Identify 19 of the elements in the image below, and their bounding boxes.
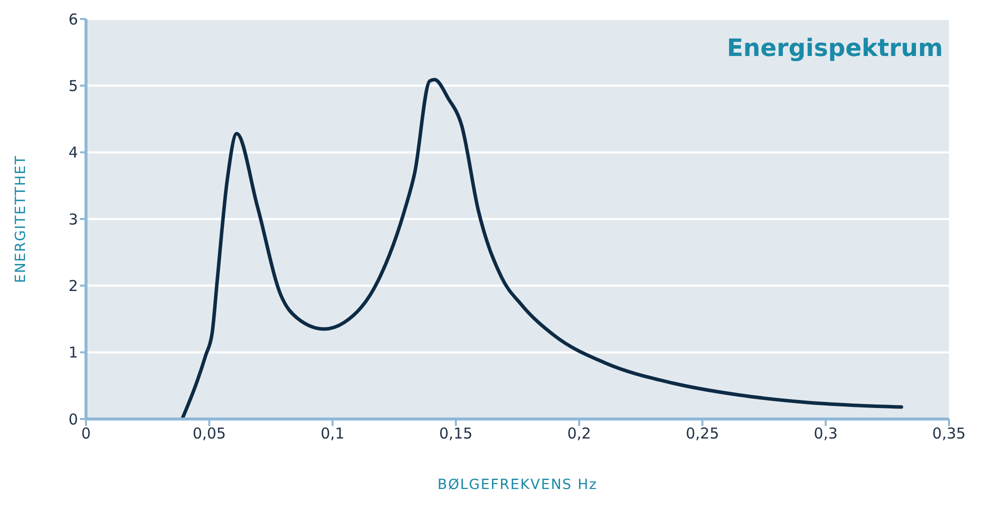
y-tick-label: 3	[68, 210, 78, 228]
y-tick-label: 6	[68, 10, 78, 28]
y-tick-label: 1	[68, 344, 78, 362]
x-tick-label: 0,15	[439, 424, 473, 443]
x-axis-title: BØLGEFREKVENS Hz	[437, 477, 598, 493]
x-tick-label: 0,3	[814, 424, 838, 443]
x-tick-label: 0	[81, 424, 91, 443]
line-series	[180, 78, 904, 419]
y-tick-label: 4	[68, 144, 78, 162]
x-tick-label: 0,2	[567, 424, 592, 443]
y-tick-label: 5	[68, 76, 78, 95]
x-tick-label: 0,1	[320, 424, 344, 443]
y-axis-title: ENERGITETTHET	[12, 154, 29, 284]
x-tick-label: 0,25	[686, 424, 720, 443]
x-tick-label: 0,05	[192, 424, 226, 443]
y-tick-label: 2	[68, 276, 78, 295]
y-tick-label: 0	[68, 410, 78, 428]
x-tick-label: 0,35	[932, 424, 966, 443]
text: Energispektrum	[726, 34, 943, 62]
